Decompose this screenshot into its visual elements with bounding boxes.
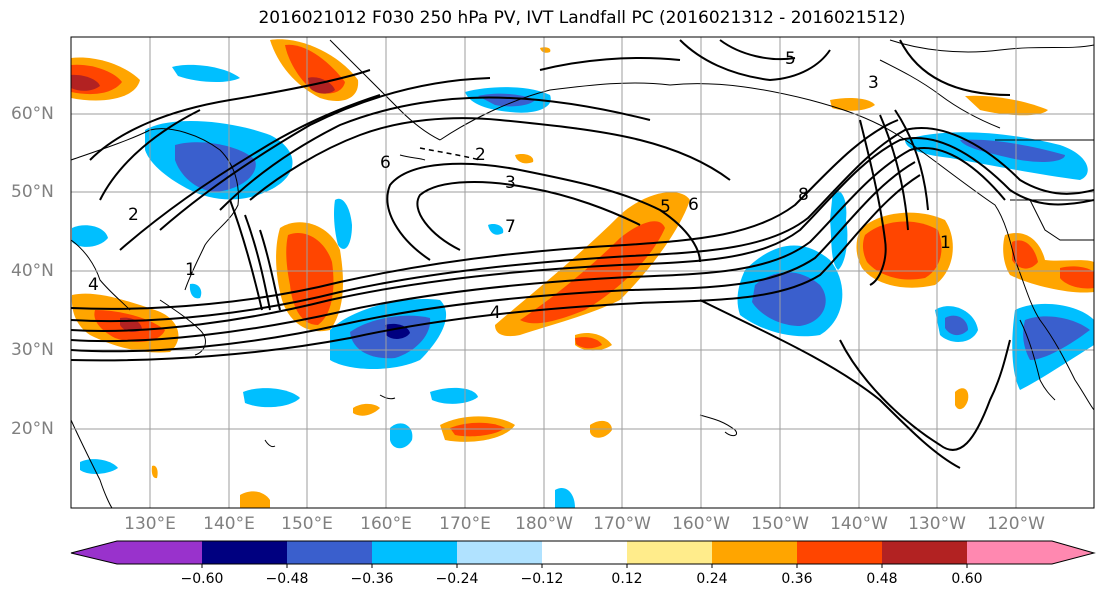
colorbar-tick-label: 0.24 <box>696 571 728 587</box>
lon-label: 120°W <box>987 514 1045 534</box>
dashed-contour <box>419 147 481 161</box>
lat-label: 40°N <box>11 261 54 281</box>
colorbar-tick-label: −0.60 <box>180 571 224 587</box>
contour-label: 5 <box>660 197 671 217</box>
colorbar-extend-low <box>71 541 117 564</box>
colorbar-segment <box>882 541 967 564</box>
lat-label: 60°N <box>11 104 54 124</box>
contour-label: 7 <box>505 217 516 237</box>
lon-label: 140°E <box>203 514 255 534</box>
colorbar-extend-high <box>1052 541 1094 564</box>
contour-label: 4 <box>88 275 99 295</box>
lon-label: 170°E <box>439 514 491 534</box>
pv-contours <box>71 39 1094 469</box>
map-title: 2016021012 F030 250 hPa PV, IVT Landfall… <box>258 8 906 28</box>
colorbar-tick-label: 0.36 <box>781 571 813 587</box>
colorbar-segment <box>627 541 712 564</box>
colorbar-tick-label: −0.36 <box>350 571 394 587</box>
contour-label: 1 <box>185 260 196 280</box>
lon-label: 170°W <box>593 514 651 534</box>
colorbar-tick-label: −0.48 <box>265 571 309 587</box>
colorbar-segment <box>712 541 797 564</box>
contour-label: 8 <box>798 185 809 205</box>
colorbar-outline <box>70 540 1096 565</box>
contour-label: 5 <box>785 49 796 69</box>
contour-label: 6 <box>688 195 699 215</box>
lat-lon-gridlines <box>71 37 1094 508</box>
colorbar-tick-label: 0.12 <box>611 571 643 587</box>
colorbar-segment <box>542 541 627 564</box>
colorbar-tick-label: −0.12 <box>520 571 564 587</box>
map-frame <box>70 36 1095 509</box>
contour-label: 1 <box>940 233 951 253</box>
colorbar-tick-label: −0.24 <box>435 571 479 587</box>
colorbar-segment <box>117 541 202 564</box>
contour-label: 3 <box>868 73 879 93</box>
colorbar-segment <box>372 541 457 564</box>
contour-label: 4 <box>490 303 501 323</box>
colorbar-segment <box>457 541 542 564</box>
colorbar-tick-label: 0.48 <box>866 571 898 587</box>
contour-label: 2 <box>128 205 139 225</box>
lon-label: 140°W <box>830 514 888 534</box>
colorbar-segment <box>797 541 882 564</box>
contour-label: 6 <box>380 153 391 173</box>
coastlines <box>71 39 1094 508</box>
lon-label: 180°W <box>515 514 573 534</box>
lon-label: 130°W <box>908 514 966 534</box>
lon-label: 130°E <box>124 514 176 534</box>
contour-labels: 1 2 3 4 5 6 7 8 6 5 4 3 2 1 <box>88 49 951 323</box>
colorbar-segment <box>202 541 287 564</box>
lat-label: 50°N <box>11 182 54 202</box>
lon-label: 150°W <box>751 514 809 534</box>
contour-label: 2 <box>475 145 486 165</box>
lon-label: 160°W <box>672 514 730 534</box>
colorbar-segment <box>287 541 372 564</box>
lon-label: 150°E <box>281 514 333 534</box>
lat-label: 20°N <box>11 419 54 439</box>
lat-label: 30°N <box>11 340 54 360</box>
colorbar-segment <box>967 541 1052 564</box>
lon-label: 160°E <box>360 514 412 534</box>
colorbar-tick-label: 0.60 <box>951 571 983 587</box>
contour-label: 3 <box>505 173 516 193</box>
